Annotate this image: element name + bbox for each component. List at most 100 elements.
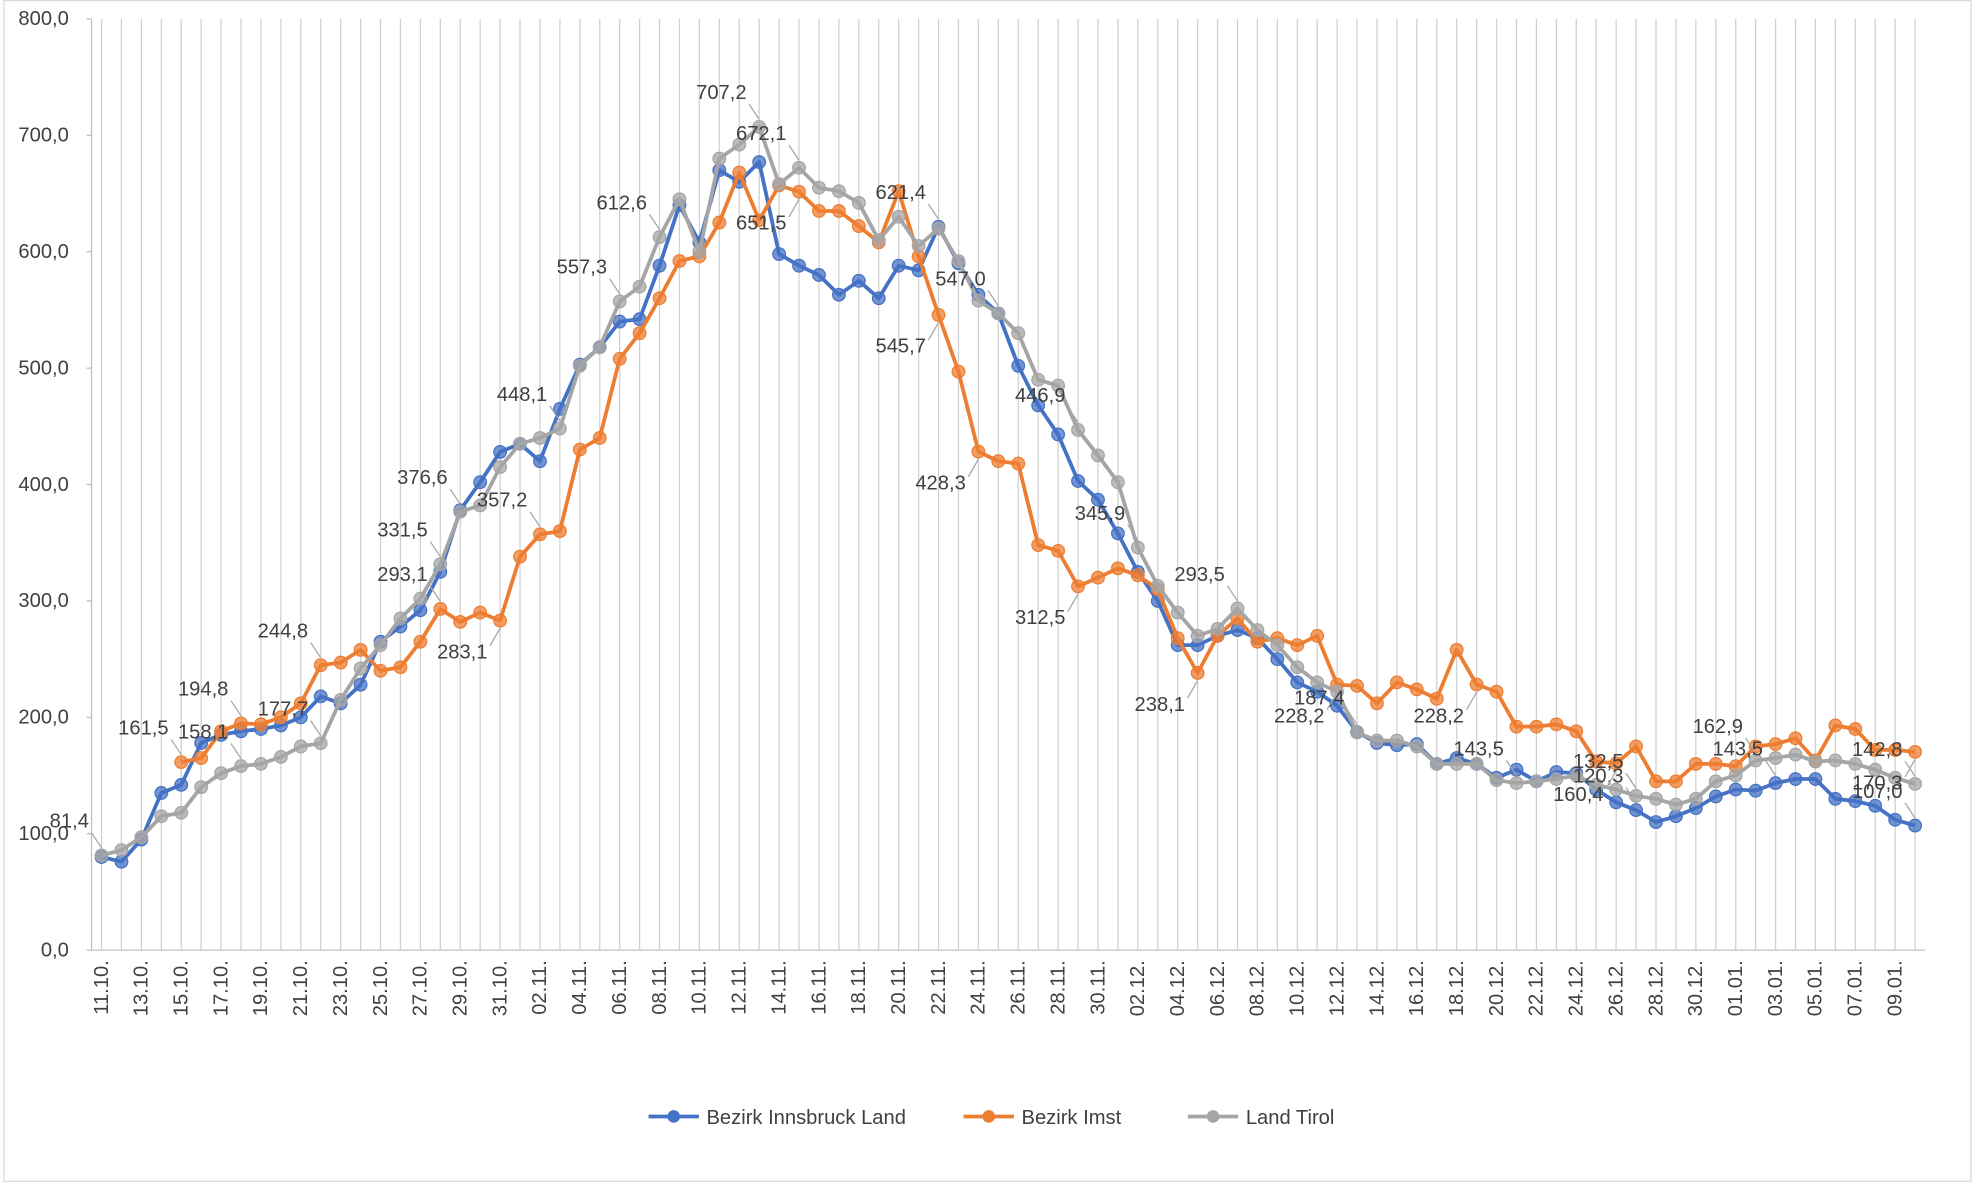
legend-marker — [1206, 1110, 1220, 1123]
data-point — [433, 557, 448, 572]
data-point — [1230, 601, 1245, 616]
y-tick-label: 400,0 — [18, 474, 68, 496]
data-point — [572, 442, 587, 457]
data-point — [1270, 652, 1285, 667]
y-tick-label: 700,0 — [18, 125, 68, 147]
data-point — [413, 634, 428, 649]
data-point — [353, 677, 368, 692]
data-point — [1130, 568, 1145, 583]
data-label: 293,5 — [1174, 564, 1224, 586]
x-tick-label: 02.12. — [1127, 960, 1149, 1016]
x-tick-label: 29.10. — [450, 960, 472, 1016]
data-point — [1449, 642, 1464, 657]
data-point — [712, 151, 727, 166]
data-point — [951, 364, 966, 379]
y-tick-label: 800,0 — [18, 8, 68, 30]
label-leader — [1346, 708, 1358, 725]
x-tick-label: 23.10. — [330, 960, 352, 1016]
x-tick-label: 04.12. — [1167, 960, 1189, 1016]
data-point — [1350, 725, 1364, 740]
data-point — [114, 843, 129, 857]
data-label: 107,0 — [1852, 781, 1902, 803]
y-tick-label: 0,0 — [41, 939, 69, 961]
label-leader — [927, 203, 940, 220]
data-point — [1310, 675, 1325, 690]
data-point — [1649, 815, 1663, 830]
data-point — [214, 724, 229, 739]
data-point — [1868, 762, 1883, 777]
data-point — [1549, 772, 1564, 786]
x-tick-label: 26.11. — [1008, 960, 1030, 1015]
label-leader — [1127, 524, 1139, 541]
data-label: 557,3 — [557, 257, 607, 279]
data-point — [1091, 492, 1105, 507]
label-leader — [1226, 585, 1239, 602]
label-leader — [230, 743, 242, 759]
label-leader — [1505, 760, 1518, 776]
data-point — [1788, 772, 1803, 786]
x-tick-label: 26.12. — [1605, 960, 1627, 1016]
data-point — [533, 431, 547, 445]
x-tick-label: 12.11. — [729, 960, 751, 1015]
data-point — [1808, 772, 1823, 786]
data-point — [1011, 358, 1026, 373]
data-point — [812, 204, 826, 218]
data-point — [174, 755, 189, 770]
chart-frame — [3, 0, 1972, 1182]
data-label: 161,5 — [118, 717, 168, 739]
data-point — [234, 759, 248, 774]
data-point — [1688, 791, 1703, 806]
data-point — [1828, 753, 1843, 768]
y-tick-label: 300,0 — [18, 590, 68, 612]
label-leader — [1904, 760, 1916, 777]
data-point — [1110, 475, 1125, 490]
data-point — [513, 436, 527, 451]
x-tick-label: 11.10. — [91, 960, 113, 1015]
data-point — [533, 527, 547, 542]
data-point — [592, 340, 607, 355]
x-tick-label: 10.11. — [689, 960, 711, 1015]
legend-label: Land Tirol — [1246, 1107, 1335, 1129]
data-point — [353, 642, 368, 657]
data-point — [273, 710, 288, 725]
data-label: 448,1 — [497, 384, 547, 406]
data-point — [1051, 427, 1066, 442]
label-leader — [489, 627, 501, 647]
data-label: 238,1 — [1135, 694, 1185, 716]
label-leader — [449, 488, 461, 505]
data-point — [174, 805, 189, 820]
data-point — [134, 830, 149, 845]
data-point — [1290, 675, 1305, 690]
data-point — [851, 273, 866, 288]
data-point — [1330, 684, 1345, 699]
data-point — [293, 696, 308, 711]
y-tick-label: 200,0 — [18, 707, 68, 729]
data-point — [313, 658, 328, 673]
data-label: 357,2 — [477, 490, 527, 512]
label-leader — [90, 832, 103, 849]
data-point — [1788, 747, 1803, 762]
y-tick-label: 500,0 — [18, 357, 68, 379]
data-point — [951, 254, 966, 268]
data-point — [692, 244, 707, 259]
x-tick-label: 13.10. — [131, 960, 153, 1016]
y-tick-label: 100,0 — [18, 823, 68, 845]
data-point — [1728, 768, 1743, 783]
data-point — [1290, 660, 1305, 675]
x-tick-label: 07.01. — [1845, 960, 1867, 1016]
data-point — [1888, 770, 1903, 785]
data-point — [792, 184, 806, 199]
data-point — [493, 444, 508, 459]
data-point — [672, 192, 687, 207]
data-point — [254, 756, 268, 771]
data-point — [971, 293, 986, 308]
data-point — [1190, 666, 1205, 680]
data-point — [473, 605, 488, 620]
data-label: 132,5 — [1573, 751, 1623, 773]
data-point — [831, 184, 846, 199]
data-point — [1888, 812, 1903, 827]
data-point — [1071, 422, 1085, 437]
data-point — [772, 247, 787, 261]
data-point — [1091, 570, 1105, 585]
x-tick-label: 22.11. — [928, 960, 950, 1015]
